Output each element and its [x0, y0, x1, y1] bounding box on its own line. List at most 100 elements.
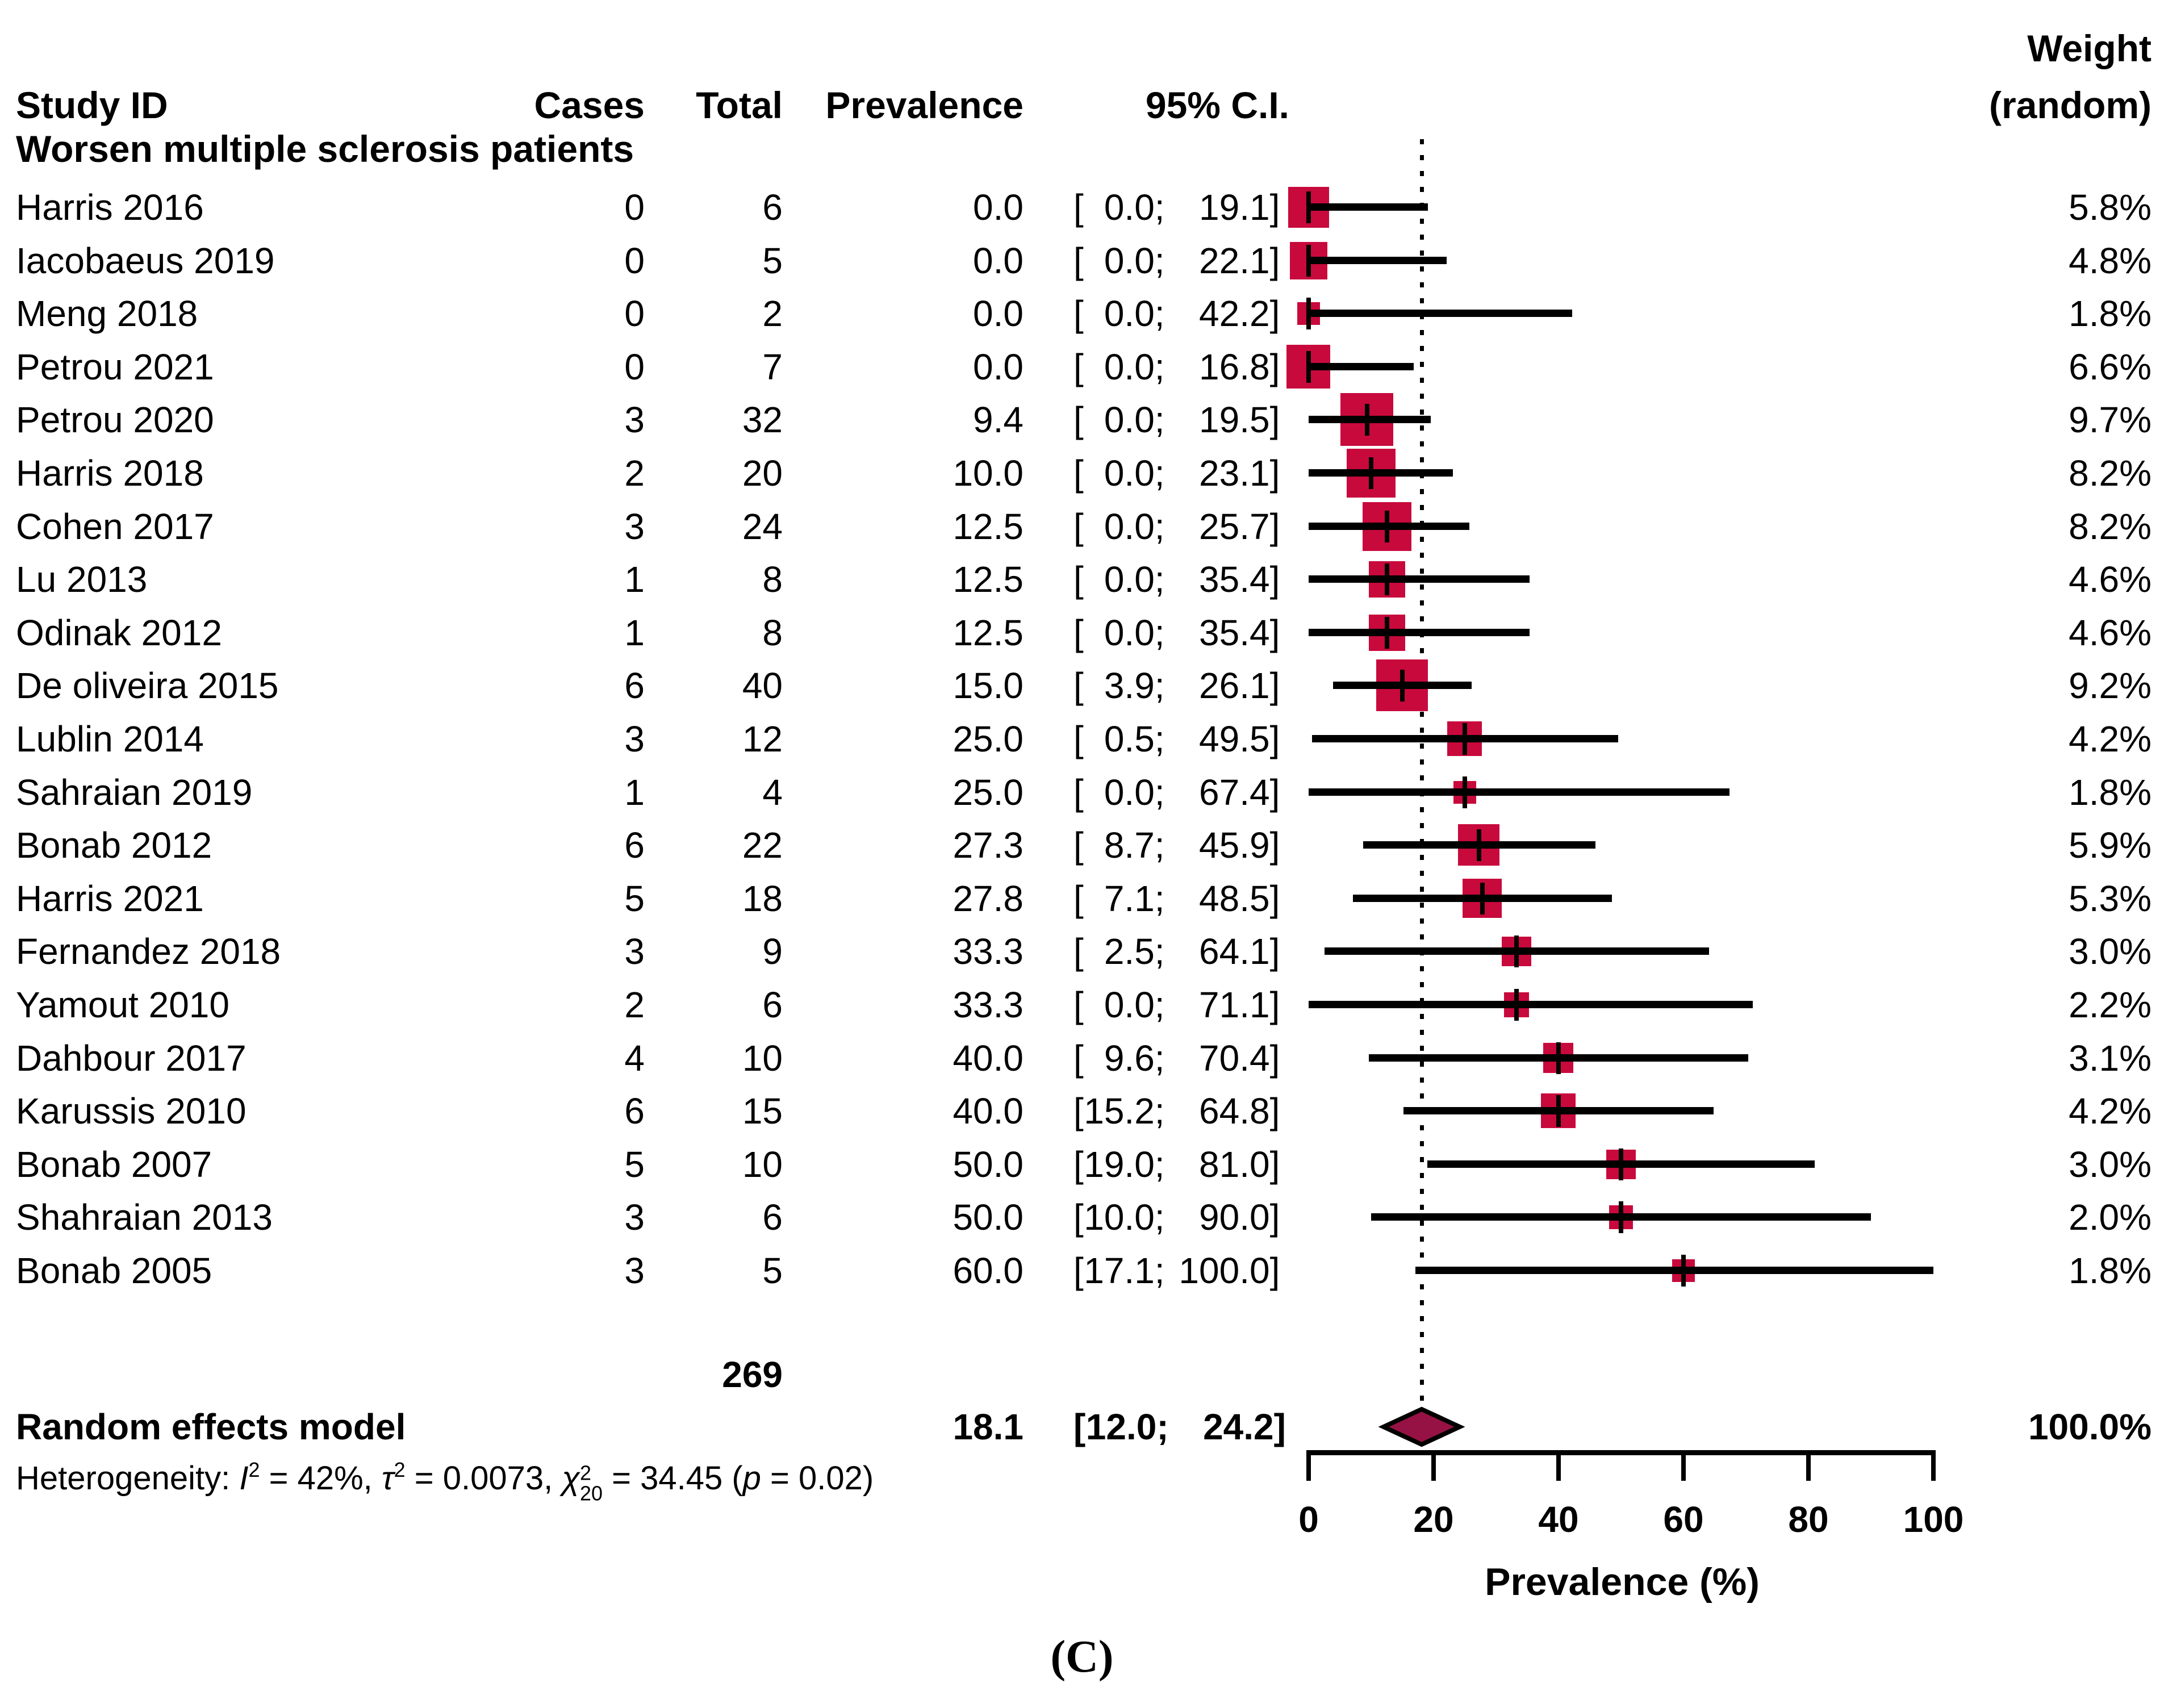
- ci-open-bracket: [: [1073, 293, 1084, 334]
- ci-sep: ;: [1154, 931, 1165, 972]
- ci-lower: 8.7: [1104, 825, 1155, 866]
- study-name: Bonab 2007: [16, 1144, 212, 1185]
- ci-whisker-line: [1415, 1267, 1933, 1274]
- weight-value: 9.2%: [2069, 665, 2152, 706]
- pooled-estimate-dotted-line: [1420, 139, 1424, 1403]
- ci-upper: 71.1: [1199, 984, 1270, 1025]
- cases-header: Cases: [534, 84, 645, 126]
- ci-lower: 0.0: [1104, 772, 1155, 813]
- chi-superscript: 2: [580, 1461, 591, 1485]
- ci-sep: ;: [1154, 825, 1165, 866]
- prevalence-value: 60.0: [953, 1250, 1023, 1291]
- cases-value: 0: [624, 346, 645, 387]
- ci-upper: 26.1: [1199, 665, 1270, 706]
- x-axis-tick-label: 60: [1663, 1499, 1704, 1540]
- total-value: 2: [762, 293, 783, 334]
- ci-whisker-line: [1309, 203, 1428, 211]
- point-estimate-tick: [1385, 617, 1389, 649]
- ci-whisker-line: [1309, 257, 1447, 264]
- heterogeneity-segment: = 0.0073,: [405, 1460, 562, 1497]
- prevalence-value: 10.0: [953, 453, 1023, 494]
- ci-open-bracket: [: [1073, 612, 1084, 653]
- total-value: 7: [762, 346, 783, 387]
- ci-lower: 0.0: [1104, 293, 1155, 334]
- x-axis-tick: [1431, 1450, 1436, 1481]
- point-estimate-tick: [1306, 191, 1311, 223]
- prevalence-value: 40.0: [953, 1038, 1023, 1079]
- ci-close-bracket: ]: [1269, 293, 1280, 334]
- point-estimate-tick: [1365, 404, 1369, 436]
- ci-close-bracket: ]: [1269, 559, 1280, 600]
- cases-value: 3: [624, 931, 645, 972]
- ci-text: [2.5; 64.1]: [1073, 925, 1312, 978]
- ci-sep: ;: [1154, 506, 1165, 547]
- cases-value: 3: [624, 506, 645, 547]
- cases-value: 6: [624, 825, 645, 866]
- ci-sep: ;: [1154, 399, 1165, 440]
- ci-upper: 16.8: [1199, 346, 1270, 387]
- prevalence-value: 12.5: [953, 559, 1023, 600]
- weight-value: 1.8%: [2069, 293, 2152, 334]
- study-name: Meng 2018: [16, 293, 198, 334]
- ci-open-bracket: [: [1073, 1091, 1084, 1131]
- ci-whisker-line: [1309, 575, 1530, 583]
- ci-lower: 10.0: [1084, 1197, 1155, 1238]
- prevalence-value: 40.0: [953, 1091, 1023, 1131]
- chi-subscript-df: 20: [580, 1481, 603, 1505]
- cases-value: 0: [624, 240, 645, 281]
- ci-text: [0.0; 35.4]: [1073, 553, 1312, 606]
- ci-upper: 90.0: [1199, 1197, 1270, 1238]
- ci-upper: 81.0: [1199, 1144, 1270, 1185]
- ci-lower: 0.0: [1104, 240, 1155, 281]
- weight-value: 4.2%: [2069, 1091, 2152, 1131]
- point-estimate-tick: [1681, 1255, 1686, 1287]
- ci-open-bracket: [: [1073, 825, 1084, 866]
- ci-sep: ;: [1154, 1197, 1165, 1238]
- ci-text: [0.0; 22.1]: [1073, 234, 1312, 287]
- point-estimate-tick: [1619, 1201, 1623, 1233]
- ci-text: [0.0; 42.2]: [1073, 287, 1312, 340]
- cases-value: 1: [624, 559, 645, 600]
- ci-close-bracket: ]: [1269, 1197, 1280, 1238]
- ci-text: [7.1; 48.5]: [1073, 872, 1312, 925]
- heterogeneity-segment: = 34.45 (: [603, 1460, 743, 1497]
- ci-text: [3.9; 26.1]: [1073, 659, 1312, 712]
- ci-close-bracket: ]: [1269, 719, 1280, 759]
- ci-sep: ;: [1154, 559, 1165, 600]
- ci-whisker-line: [1309, 310, 1572, 317]
- ci-upper: 23.1: [1199, 453, 1270, 494]
- weight-value: 1.8%: [2069, 772, 2152, 813]
- total-value: 22: [742, 825, 783, 866]
- x-axis-line: [1306, 1450, 1936, 1455]
- study-name: Yamout 2010: [16, 984, 229, 1025]
- ci-open-bracket: [: [1073, 1038, 1084, 1079]
- prevalence-value: 33.3: [953, 984, 1023, 1025]
- prevalence-value: 25.0: [953, 719, 1023, 759]
- ci-lower: 7.1: [1104, 878, 1155, 919]
- point-estimate-tick: [1306, 351, 1311, 383]
- ci-lower: 0.0: [1104, 187, 1155, 228]
- ci-upper: 100.0: [1179, 1250, 1270, 1291]
- ci-upper: 19.5: [1199, 399, 1270, 440]
- ci-lower: 2.5: [1104, 931, 1155, 972]
- ci-text: [17.1; 100.0]: [1073, 1244, 1312, 1297]
- ci-close-bracket: ]: [1269, 187, 1280, 228]
- summary-ci: [12.0; 24.2]: [1073, 1400, 1312, 1454]
- ci-open-bracket: [: [1073, 187, 1084, 228]
- weight-value: 9.7%: [2069, 399, 2152, 440]
- heterogeneity-segment: 2: [248, 1458, 260, 1481]
- study-name: Petrou 2021: [16, 346, 214, 387]
- weight-value: 2.2%: [2069, 984, 2152, 1025]
- total-value: 6: [762, 1197, 783, 1238]
- ci-upper: 22.1: [1199, 240, 1270, 281]
- heterogeneity-segment: = 0.02): [761, 1460, 874, 1497]
- point-estimate-tick: [1463, 776, 1467, 808]
- ci-open-bracket: [: [1073, 506, 1084, 547]
- ci-sep: ;: [1154, 187, 1165, 228]
- x-axis-tick-label: 80: [1788, 1499, 1829, 1540]
- ci-upper: 48.5: [1199, 878, 1270, 919]
- summary-diamond-shape: [1378, 1406, 1465, 1447]
- ci-close-bracket: ]: [1269, 984, 1280, 1025]
- cases-value: 3: [624, 1197, 645, 1238]
